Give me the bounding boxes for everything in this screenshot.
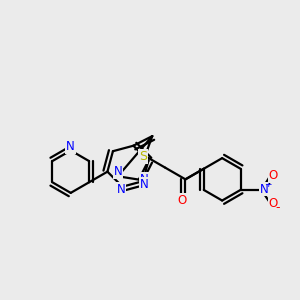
Text: N: N bbox=[113, 165, 122, 178]
Text: O: O bbox=[268, 197, 278, 210]
Text: N: N bbox=[66, 140, 75, 153]
Text: N: N bbox=[140, 173, 149, 186]
Text: O: O bbox=[268, 169, 278, 182]
Text: N: N bbox=[140, 178, 149, 190]
Text: +: + bbox=[264, 180, 272, 189]
Text: S: S bbox=[139, 149, 147, 163]
Text: N: N bbox=[117, 183, 125, 196]
Text: N: N bbox=[260, 183, 268, 196]
Text: -: - bbox=[276, 201, 280, 214]
Text: O: O bbox=[178, 194, 187, 207]
